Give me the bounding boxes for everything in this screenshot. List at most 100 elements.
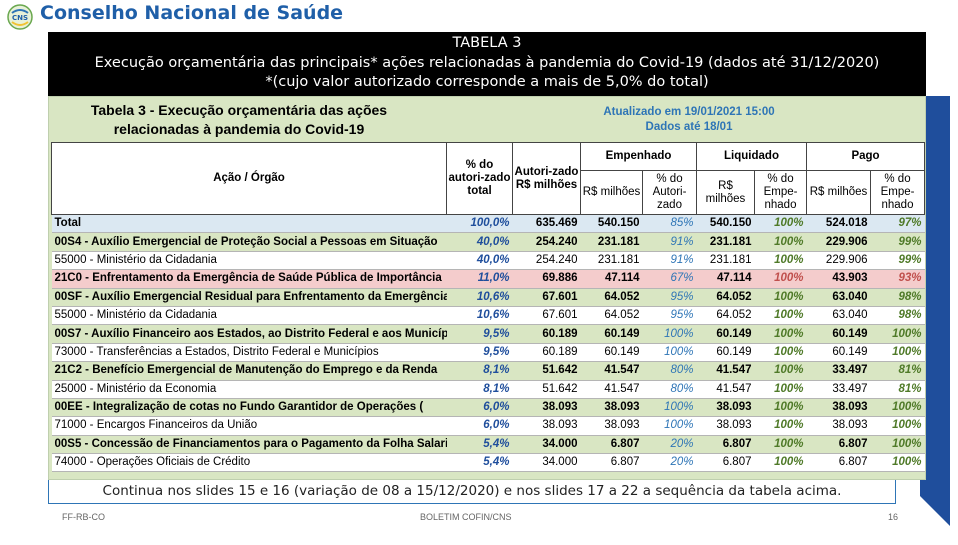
cell-liq-pct: 100%: [754, 343, 807, 363]
cell-liquidado: 41.547: [696, 361, 755, 381]
col-header-pago: Pago: [806, 142, 925, 171]
cell-acao: 00S7 - Auxílio Financeiro aos Estados, a…: [51, 324, 447, 344]
cell-acao: 25000 - Ministério da Economia: [51, 380, 447, 399]
cell-acao: 55000 - Ministério da Cidadania: [51, 306, 447, 326]
cell-empenhado: 60.149: [580, 343, 643, 363]
table-title-line-2: relacionadas à pandemia do Covid-19: [113, 120, 365, 137]
table-row: 00SF - Auxílio Emergencial Residual para…: [51, 288, 925, 307]
cell-autorizado: 34.000: [512, 453, 581, 473]
cell-autorizado: 60.189: [512, 343, 581, 363]
cell-emp-pct: 20%: [642, 435, 697, 455]
cell-pago: 63.040: [806, 306, 871, 326]
col-header-pago-pct: % do Empe-nhado: [870, 170, 925, 215]
cell-liq-pct: 100%: [754, 398, 807, 418]
cell-pct-total: 8,1%: [446, 361, 513, 381]
footer-left: FF-RB-CO: [62, 512, 105, 522]
table-row: 21C0 - Enfrentamento da Emergência de Sa…: [51, 269, 925, 289]
cell-pago-pct: 93%: [870, 269, 925, 289]
cell-empenhado: 41.547: [580, 380, 643, 399]
cell-autorizado: 67.601: [512, 306, 581, 326]
cell-autorizado: 51.642: [512, 380, 581, 399]
cell-autorizado: 34.000: [512, 435, 581, 455]
table-title-line-1: Tabela 3 - Execução orçamentária das açõ…: [90, 102, 388, 118]
cell-pago: 33.497: [806, 361, 871, 381]
cell-emp-pct: 100%: [642, 324, 697, 344]
cell-pago: 43.903: [806, 269, 871, 289]
data-cutoff: Dados até 18/01: [645, 121, 733, 133]
cell-pct-total: 9,5%: [446, 343, 513, 363]
cell-emp-pct: 100%: [642, 343, 697, 363]
cell-liquidado: 60.149: [696, 343, 755, 363]
cell-emp-pct: 91%: [642, 251, 697, 271]
cell-empenhado: 6.807: [580, 453, 643, 473]
table-row: 73000 - Transferências a Estados, Distri…: [51, 343, 925, 363]
cell-acao: 71000 - Encargos Financeiros da União: [51, 416, 447, 436]
table-row: 00S7 - Auxílio Financeiro aos Estados, a…: [51, 324, 925, 344]
cell-emp-pct: 91%: [642, 232, 697, 252]
cell-pago: 6.807: [806, 453, 871, 473]
cell-autorizado: 635.469: [512, 214, 581, 234]
cell-liquidado: 64.052: [696, 288, 755, 307]
col-header-emp-pct: % do Autori-zado: [642, 170, 697, 215]
cell-liq-pct: 100%: [754, 232, 807, 252]
cell-liquidado: 47.114: [696, 269, 755, 289]
table-row: 00S4 - Auxílio Emergencial de Proteção S…: [51, 232, 925, 252]
col-header-pct-total: % do autori-zado total: [446, 142, 513, 215]
cell-pct-total: 5,4%: [446, 453, 513, 473]
cell-pct-total: 6,0%: [446, 398, 513, 418]
cell-acao: 00S4 - Auxílio Emergencial de Proteção S…: [51, 232, 447, 252]
cell-emp-pct: 67%: [642, 269, 697, 289]
table-row: 55000 - Ministério da Cidadania 40,0% 254.…: [51, 251, 925, 271]
cell-liq-pct: 100%: [754, 416, 807, 436]
cell-liquidado: 231.181: [696, 232, 755, 252]
cell-pct-total: 10,6%: [446, 288, 513, 307]
cell-pago: 63.040: [806, 288, 871, 307]
table-header-band: Tabela 3 - Execução orçamentária das açõ…: [49, 97, 925, 142]
cell-liquidado: 231.181: [696, 251, 755, 271]
col-header-liq-rs: R$ milhões: [696, 170, 755, 215]
cell-emp-pct: 20%: [642, 453, 697, 473]
cell-pago: 524.018: [806, 214, 871, 234]
cell-acao: 00EE - Integralização de cotas no Fundo …: [51, 398, 447, 418]
continuation-note: Continua nos slides 15 e 16 (variação de…: [48, 480, 896, 504]
table-row: 71000 - Encargos Financeiros da União 6,0…: [51, 416, 925, 436]
cell-liquidado: 38.093: [696, 398, 755, 418]
cell-empenhado: 231.181: [580, 251, 643, 271]
col-header-liquidado: Liquidado: [696, 142, 807, 171]
cell-pct-total: 40,0%: [446, 232, 513, 252]
cell-empenhado: 231.181: [580, 232, 643, 252]
cell-empenhado: 64.052: [580, 306, 643, 326]
update-info: Atualizado em 19/01/2021 15:00 Dados até…: [569, 105, 809, 135]
cell-emp-pct: 100%: [642, 416, 697, 436]
cell-autorizado: 254.240: [512, 251, 581, 271]
table-row: Total 100,0% 635.469 540.150 85% 540.150 100% 5…: [51, 214, 925, 234]
cell-emp-pct: 100%: [642, 398, 697, 418]
cell-liq-pct: 100%: [754, 288, 807, 307]
col-header-liq-pct: % do Empe-nhado: [754, 170, 807, 215]
cell-pct-total: 11,0%: [446, 269, 513, 289]
cell-liq-pct: 100%: [754, 251, 807, 271]
budget-table: Ação / Órgão % do autori-zado total Auto…: [51, 142, 925, 473]
cell-pct-total: 9,5%: [446, 324, 513, 344]
cell-pct-total: 8,1%: [446, 380, 513, 399]
cell-liq-pct: 100%: [754, 324, 807, 344]
cell-autorizado: 254.240: [512, 232, 581, 252]
table-row: 25000 - Ministério da Economia 8,1% 51.642…: [51, 380, 925, 399]
banner-line-1: TABELA 3: [452, 35, 522, 51]
cell-liq-pct: 100%: [754, 435, 807, 455]
cell-pago: 229.906: [806, 232, 871, 252]
cell-pct-total: 10,6%: [446, 306, 513, 326]
cell-empenhado: 47.114: [580, 269, 643, 289]
cell-liquidado: 64.052: [696, 306, 755, 326]
cell-empenhado: 6.807: [580, 435, 643, 455]
decorative-ribbon: [920, 96, 950, 526]
cell-pago-pct: 98%: [870, 288, 925, 307]
cell-acao: 21C0 - Enfrentamento da Emergência de Sa…: [51, 269, 447, 289]
cell-autorizado: 51.642: [512, 361, 581, 381]
cell-pago: 6.807: [806, 435, 871, 455]
cell-acao: 21C2 - Benefício Emergencial de Manutenç…: [51, 361, 447, 381]
cell-empenhado: 64.052: [580, 288, 643, 307]
cell-liquidado: 60.149: [696, 324, 755, 344]
cell-pago: 60.149: [806, 324, 871, 344]
cell-emp-pct: 85%: [642, 214, 697, 234]
